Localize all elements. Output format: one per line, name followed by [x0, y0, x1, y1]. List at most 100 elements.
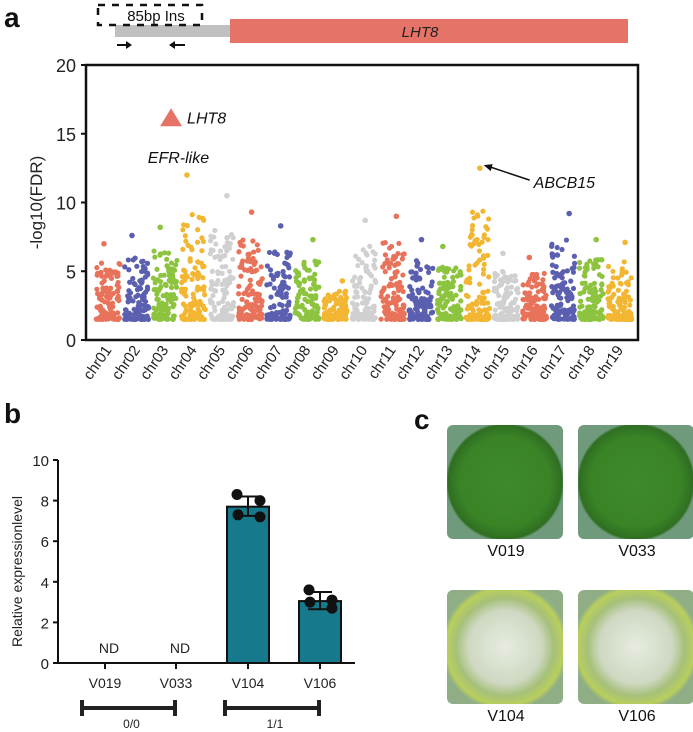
- y-tick-label: 0: [66, 331, 76, 351]
- data-point: [510, 307, 516, 313]
- data-point: [172, 280, 179, 286]
- data-point: [399, 306, 405, 313]
- data-point: [224, 245, 230, 251]
- data-point: [301, 259, 307, 265]
- data-point: [224, 283, 230, 289]
- data-point: [441, 267, 447, 274]
- data-point: [264, 263, 271, 269]
- data-point: [331, 304, 337, 310]
- data-point: [131, 311, 137, 317]
- data-point: [499, 268, 506, 275]
- data-point: [474, 212, 481, 218]
- y-tick-label: 5: [66, 262, 76, 282]
- data-point: [181, 289, 187, 296]
- peak-point: [248, 209, 255, 215]
- data-point: [485, 252, 491, 258]
- data-point: [627, 302, 633, 308]
- data-point: [171, 267, 178, 273]
- data-point: [591, 265, 597, 271]
- data-point: [116, 297, 122, 304]
- data-point: [416, 315, 422, 321]
- data-point: [382, 304, 388, 310]
- peak-point: [622, 239, 628, 246]
- data-point: [296, 312, 302, 318]
- x-tick-label: V106: [304, 675, 337, 691]
- data-point: [338, 294, 344, 301]
- data-point: [366, 315, 373, 321]
- data-point: [229, 303, 236, 310]
- data-point: [127, 279, 133, 285]
- data-point: [212, 254, 218, 260]
- data-point: [407, 307, 413, 313]
- data-point: [529, 284, 535, 290]
- data-point: [94, 265, 100, 271]
- data-point: [240, 258, 246, 264]
- data-point: [115, 288, 121, 295]
- data-point: [197, 316, 203, 322]
- data-point: [286, 274, 293, 280]
- data-point: [427, 304, 433, 310]
- data-point: [216, 300, 222, 306]
- data-point: [195, 227, 201, 233]
- data-point: [151, 287, 157, 293]
- data-point: [179, 274, 185, 280]
- data-point: [372, 279, 379, 285]
- leaf-label: V104: [487, 708, 525, 725]
- data-point: [94, 272, 100, 278]
- data-point: [467, 280, 473, 286]
- data-point: [165, 307, 171, 313]
- data-point: [486, 274, 492, 280]
- data-point: [599, 282, 605, 288]
- data-point: [481, 234, 487, 240]
- data-point: [408, 269, 414, 275]
- data-point: [391, 315, 398, 321]
- data-point: [555, 252, 561, 258]
- data-point: [160, 305, 167, 311]
- data-point: [309, 275, 315, 281]
- data-point: [486, 305, 493, 312]
- data-point: [422, 308, 428, 314]
- data-point: [315, 306, 321, 312]
- data-point: [109, 300, 116, 306]
- data-point: [187, 304, 194, 310]
- data-point: [356, 256, 362, 262]
- data-point: [126, 288, 132, 294]
- data-point: [477, 257, 483, 263]
- peak-point: [224, 192, 230, 199]
- data-point: [349, 300, 356, 306]
- data-point: [202, 292, 208, 298]
- data-point: [173, 284, 180, 290]
- x-tick-label: V033: [160, 675, 193, 691]
- data-point: [359, 260, 365, 266]
- data-point: [251, 249, 257, 255]
- data-point: [342, 316, 348, 322]
- data-point: [535, 289, 541, 295]
- data-point: [393, 302, 399, 308]
- x-tick-label: chr13: [421, 343, 456, 383]
- data-point: [562, 307, 568, 313]
- data-point: [152, 280, 158, 286]
- data-point: [508, 284, 515, 290]
- data-point: [199, 248, 205, 254]
- data-point: [211, 287, 217, 293]
- data-point: [267, 304, 274, 311]
- data-point: [150, 275, 156, 281]
- data-point: [623, 269, 629, 275]
- panel-letter-c: c: [414, 404, 430, 435]
- data-point: [622, 304, 628, 311]
- data-point: [576, 259, 583, 266]
- leaf-disc-image: [447, 425, 563, 539]
- data-point: [443, 291, 449, 297]
- data-point: [209, 268, 215, 274]
- data-point: [515, 290, 521, 296]
- data-point: [484, 310, 490, 316]
- data-point: [356, 276, 363, 282]
- data-point: [372, 251, 378, 257]
- data-point: [494, 285, 500, 291]
- x-tick-label: chr10: [336, 343, 371, 383]
- data-point: [550, 269, 556, 275]
- data-point: [306, 267, 312, 273]
- data-point: [549, 241, 555, 247]
- data-point: [540, 277, 546, 283]
- data-point: [438, 295, 445, 301]
